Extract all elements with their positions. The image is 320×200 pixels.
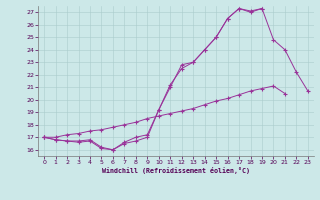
X-axis label: Windchill (Refroidissement éolien,°C): Windchill (Refroidissement éolien,°C) [102,167,250,174]
